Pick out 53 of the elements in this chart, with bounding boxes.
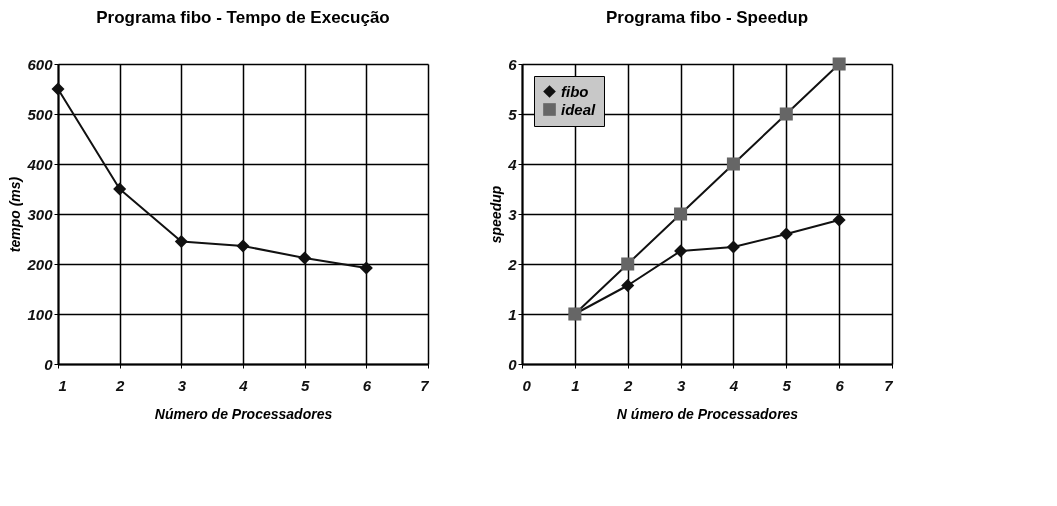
x-axis-title: Número de Processadores bbox=[154, 405, 333, 422]
point bbox=[298, 251, 312, 265]
point bbox=[832, 213, 846, 227]
x-tick-label: 3 bbox=[676, 376, 686, 394]
point bbox=[674, 244, 688, 258]
y-axis-title: speedup bbox=[488, 185, 505, 244]
y-tick-label: 5 bbox=[508, 105, 518, 123]
y-tick-label: 400 bbox=[26, 155, 54, 173]
y-tick-label: 6 bbox=[508, 55, 518, 73]
y-tick-label: 100 bbox=[27, 305, 54, 323]
y-tick-label: 500 bbox=[27, 105, 54, 123]
point bbox=[726, 157, 740, 171]
x-tick-label: 7 bbox=[884, 376, 894, 394]
point bbox=[113, 182, 127, 196]
x-tick-label: 0 bbox=[522, 376, 532, 394]
x-tick-label: 5 bbox=[782, 376, 792, 394]
point bbox=[621, 278, 635, 293]
x-tick-label: 1 bbox=[571, 376, 580, 394]
y-tick-label: 300 bbox=[27, 205, 54, 223]
point bbox=[674, 207, 688, 221]
x-axis-title: N úmero de Processadores bbox=[616, 405, 799, 422]
chart-title: Programa fibo - Tempo de Execução bbox=[96, 8, 390, 27]
y-tick-label: 0 bbox=[508, 355, 518, 373]
y-tick-label: 4 bbox=[507, 155, 518, 173]
x-tick-label: 4 bbox=[238, 376, 249, 394]
point bbox=[726, 240, 740, 254]
chart-title: Programa fibo - Speedup bbox=[605, 8, 809, 27]
x-tick-label: 7 bbox=[420, 376, 430, 394]
y-axis-title: tempo (ms) bbox=[7, 176, 24, 253]
y-tick-label: 600 bbox=[27, 55, 54, 73]
point bbox=[621, 257, 635, 271]
point bbox=[779, 107, 793, 121]
point bbox=[359, 261, 373, 275]
y-tick-label: 2 bbox=[507, 255, 518, 273]
point bbox=[51, 82, 65, 96]
point bbox=[236, 239, 250, 253]
y-tick-label: 3 bbox=[508, 205, 518, 223]
y-tick-label: 0 bbox=[44, 355, 54, 373]
point bbox=[832, 57, 846, 71]
x-tick-label: 2 bbox=[114, 376, 125, 394]
x-tick-label: 5 bbox=[300, 376, 310, 394]
point bbox=[779, 227, 793, 241]
x-tick-label: 1 bbox=[58, 376, 67, 394]
y-tick-label: 200 bbox=[26, 255, 54, 273]
x-tick-label: 2 bbox=[623, 376, 634, 394]
x-tick-label: 6 bbox=[362, 376, 372, 394]
y-tick-label: 1 bbox=[508, 305, 517, 323]
legend-label: fibo bbox=[561, 82, 589, 100]
x-tick-label: 3 bbox=[177, 376, 187, 394]
x-tick-label: 6 bbox=[835, 376, 845, 394]
legend-label: ideal bbox=[561, 100, 597, 118]
x-tick-label: 4 bbox=[728, 376, 739, 394]
point bbox=[174, 234, 188, 249]
